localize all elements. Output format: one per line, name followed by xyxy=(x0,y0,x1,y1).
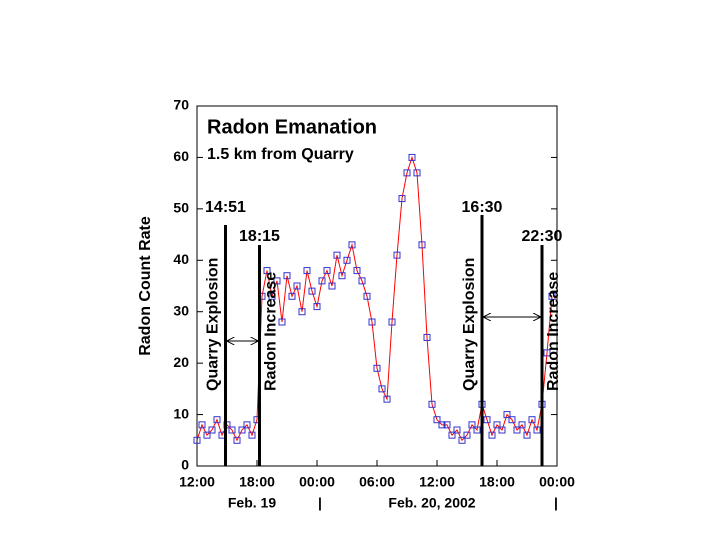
data-point xyxy=(373,364,381,372)
data-point xyxy=(378,385,386,393)
y-tick-label: 10 xyxy=(173,405,189,421)
x-tick-label: 00:00 xyxy=(539,474,575,490)
data-point xyxy=(518,421,526,429)
data-point xyxy=(353,267,361,275)
data-point xyxy=(288,292,296,300)
event-label: Quarry Explosion xyxy=(461,258,478,391)
data-point xyxy=(543,349,551,357)
data-point xyxy=(523,431,531,439)
data-point xyxy=(473,426,481,434)
event-label: Quarry Explosion xyxy=(205,258,222,391)
event-time: 22:30 xyxy=(522,228,563,245)
data-point xyxy=(328,282,336,290)
data-point xyxy=(228,426,236,434)
data-point xyxy=(363,292,371,300)
y-tick-label: 40 xyxy=(173,251,189,267)
event-time: 18:15 xyxy=(239,228,280,245)
data-point xyxy=(368,318,376,326)
data-point xyxy=(268,292,276,300)
data-point xyxy=(393,251,401,259)
data-point xyxy=(408,153,416,161)
data-point xyxy=(448,431,456,439)
data-point xyxy=(443,421,451,429)
data-point xyxy=(293,282,301,290)
data-point xyxy=(333,251,341,259)
data-point xyxy=(198,421,206,429)
data-point xyxy=(463,431,471,439)
chart-title: Radon Emanation xyxy=(207,116,377,138)
data-point xyxy=(548,292,556,300)
x-tick-label: 18:00 xyxy=(239,474,275,490)
data-point xyxy=(403,169,411,177)
data-point xyxy=(323,267,331,275)
data-point xyxy=(243,421,251,429)
separator: | xyxy=(318,495,322,511)
date-label: Feb. 20, 2002 xyxy=(388,495,475,511)
data-point xyxy=(388,318,396,326)
data-point xyxy=(453,426,461,434)
y-tick-label: 70 xyxy=(173,97,189,113)
data-point xyxy=(428,400,436,408)
data-point xyxy=(203,431,211,439)
data-point xyxy=(468,421,476,429)
x-tick-label: 18:00 xyxy=(479,474,515,490)
data-point xyxy=(303,267,311,275)
data-point xyxy=(358,277,366,285)
data-point xyxy=(503,411,511,419)
data-point xyxy=(308,287,316,295)
data-point xyxy=(348,241,356,249)
data-point xyxy=(193,436,201,444)
y-tick-label: 30 xyxy=(173,302,189,318)
data-point xyxy=(483,416,491,424)
separator: | xyxy=(554,495,558,511)
x-tick-label: 12:00 xyxy=(179,474,215,490)
event-label: Radon Increase xyxy=(545,272,562,391)
data-point xyxy=(433,416,441,424)
date-label: Feb. 19 xyxy=(228,495,276,511)
data-point xyxy=(438,421,446,429)
event-time: 16:30 xyxy=(462,199,503,216)
data-point xyxy=(423,333,431,341)
data-point xyxy=(248,431,256,439)
data-point xyxy=(508,416,516,424)
data-point xyxy=(458,436,466,444)
data-point xyxy=(283,272,291,280)
data-point xyxy=(533,426,541,434)
data-point xyxy=(528,416,536,424)
y-axis-label: Radon Count Rate xyxy=(137,216,154,356)
event-time: 14:51 xyxy=(205,199,246,216)
data-point xyxy=(273,277,281,285)
x-tick-label: 12:00 xyxy=(419,474,455,490)
data-point xyxy=(313,303,321,311)
x-tick-label: 00:00 xyxy=(299,474,335,490)
y-tick-label: 50 xyxy=(173,200,189,216)
data-point xyxy=(413,169,421,177)
data-point xyxy=(238,426,246,434)
data-point xyxy=(208,426,216,434)
y-tick-label: 60 xyxy=(173,148,189,164)
data-point xyxy=(498,426,506,434)
event-label: Radon Increase xyxy=(263,272,280,391)
data-point xyxy=(493,421,501,429)
data-point xyxy=(488,431,496,439)
data-point xyxy=(318,277,326,285)
data-point xyxy=(338,272,346,280)
data-point xyxy=(418,241,426,249)
chart-subtitle: 1.5 km from Quarry xyxy=(207,146,354,163)
data-point xyxy=(298,308,306,316)
data-point xyxy=(398,195,406,203)
x-tick-label: 06:00 xyxy=(359,474,395,490)
data-point xyxy=(213,416,221,424)
data-point xyxy=(233,436,241,444)
y-tick-label: 20 xyxy=(173,354,189,370)
data-point xyxy=(263,267,271,275)
data-point xyxy=(343,256,351,264)
data-point xyxy=(278,318,286,326)
data-point xyxy=(513,426,521,434)
data-point xyxy=(383,395,391,403)
y-tick-label: 0 xyxy=(181,457,189,473)
